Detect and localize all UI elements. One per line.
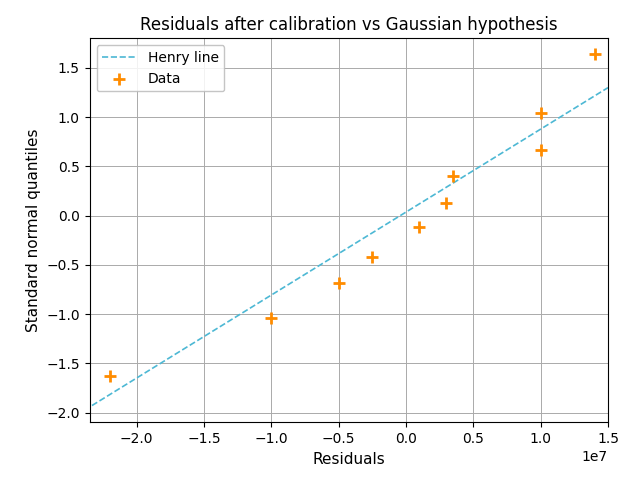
Legend: Henry line, Data: Henry line, Data	[97, 45, 225, 91]
Data	[536, 109, 546, 117]
Y-axis label: Standard normal quantiles: Standard normal quantiles	[26, 129, 41, 332]
X-axis label: Residuals: Residuals	[312, 452, 385, 467]
Title: Residuals after calibration vs Gaussian hypothesis: Residuals after calibration vs Gaussian …	[140, 16, 557, 34]
Data	[536, 146, 546, 154]
Data	[442, 199, 452, 207]
Data	[367, 253, 378, 261]
Data	[333, 279, 344, 287]
Data	[105, 372, 115, 380]
Data	[414, 224, 424, 231]
Data	[266, 314, 276, 322]
Data	[448, 172, 458, 180]
Data	[589, 50, 600, 58]
